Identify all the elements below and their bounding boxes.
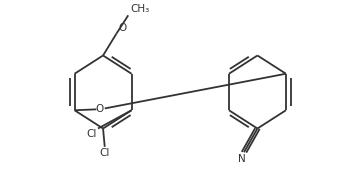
Text: N: N	[239, 154, 246, 164]
Text: O: O	[118, 23, 126, 33]
Text: CH₃: CH₃	[130, 4, 149, 14]
Text: Cl: Cl	[99, 148, 110, 158]
Text: O: O	[96, 104, 104, 114]
Text: Cl: Cl	[86, 129, 96, 139]
